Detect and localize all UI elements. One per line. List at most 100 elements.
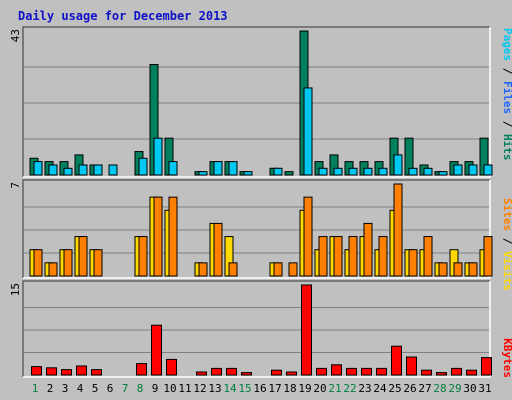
bar-kbytes-day-21 [331, 364, 342, 376]
bar-kbytes-day-1 [31, 366, 42, 376]
bar-files-day-10 [168, 161, 178, 176]
x-tick-label: 18 [283, 382, 296, 395]
bar-sites-day-20 [318, 236, 328, 277]
bar-kbytes-day-8 [136, 363, 147, 376]
bar-files-day-19 [303, 87, 313, 176]
bar-sites-day-27 [423, 236, 433, 277]
x-tick-label: 2 [47, 382, 54, 395]
y-max-label: 43 [9, 29, 22, 42]
bar-kbytes-day-18 [286, 371, 297, 376]
x-tick-label: 6 [107, 382, 114, 395]
bar-sites-day-12 [198, 262, 208, 277]
panel-frame-shadow [22, 26, 490, 177]
bar-files-day-13 [213, 161, 223, 176]
bar-kbytes-day-3 [61, 369, 72, 376]
x-tick-label: 24 [373, 382, 387, 395]
legend-entry: / [501, 114, 512, 134]
x-tick-label: 25 [388, 382, 401, 395]
legend-entry: / [501, 61, 512, 81]
x-tick-label: 31 [478, 382, 491, 395]
bar-kbytes-day-9 [151, 324, 162, 376]
bar-kbytes-day-2 [46, 367, 57, 376]
bar-files-day-5 [93, 164, 103, 176]
bar-kbytes-day-29 [451, 367, 462, 376]
bar-sites-day-23 [363, 222, 373, 277]
x-tick-label: 3 [62, 382, 69, 395]
x-tick-label: 14 [223, 382, 237, 395]
panel-kbytes: 15 KBytes [9, 280, 512, 378]
bar-files-day-22 [348, 167, 358, 176]
x-tick-label: 4 [77, 382, 84, 395]
legend-entry: Hits [501, 134, 512, 161]
x-tick-label: 17 [268, 382, 281, 395]
bar-files-day-24 [378, 167, 388, 176]
bar-files-day-20 [318, 167, 328, 176]
legend-kbytes: KBytes [501, 338, 512, 378]
x-tick-label: 13 [208, 382, 221, 395]
x-tick-label: 7 [122, 382, 129, 395]
bar-kbytes-day-31 [481, 357, 492, 376]
panel-frame [23, 27, 490, 177]
bar-sites-day-30 [468, 262, 478, 277]
bar-sites-day-24 [378, 236, 388, 277]
x-tick-label: 8 [137, 382, 144, 395]
panel-hits-files-pages: 43 Pages / Files / Hits [9, 26, 512, 178]
bar-sites-day-22 [348, 236, 358, 277]
x-tick-label: 20 [313, 382, 326, 395]
x-tick-label: 28 [433, 382, 446, 395]
bar-kbytes-day-5 [91, 369, 102, 376]
bar-kbytes-day-27 [421, 369, 432, 376]
x-tick-label: 21 [328, 382, 341, 395]
bar-sites-day-28 [438, 262, 448, 277]
bar-kbytes-day-4 [76, 365, 87, 376]
bar-files-day-25 [393, 154, 403, 176]
x-tick-label: 12 [193, 382, 206, 395]
bar-sites-day-14 [228, 262, 238, 277]
panel-frame [23, 281, 490, 377]
bar-sites-day-4 [78, 236, 88, 277]
bar-files-day-29 [453, 164, 463, 176]
bar-files-day-2 [48, 164, 58, 176]
bar-sites-day-19 [303, 196, 313, 277]
x-tick-label: 22 [343, 382, 356, 395]
bar-files-day-31 [483, 164, 493, 176]
bar-kbytes-day-20 [316, 367, 327, 376]
bar-files-day-21 [333, 167, 343, 176]
x-tick-label: 23 [358, 382, 371, 395]
bar-files-day-9 [153, 137, 163, 176]
bar-kbytes-day-24 [376, 367, 387, 376]
x-tick-label: 19 [298, 382, 311, 395]
legend-entry: / [501, 231, 512, 251]
bar-files-day-6 [108, 164, 118, 176]
bar-files-day-8 [138, 157, 148, 176]
panel-visits-sites: 7 Sites / Visits [9, 179, 512, 291]
bar-sites-day-21 [333, 236, 343, 277]
bar-files-day-23 [363, 167, 373, 176]
bar-kbytes-day-14 [226, 367, 237, 376]
bar-kbytes-day-22 [346, 367, 357, 376]
bar-kbytes-day-17 [271, 369, 282, 376]
x-tick-label: 9 [152, 382, 159, 395]
bar-sites-day-1 [33, 249, 43, 277]
legend-hits-files-pages: Pages / Files / Hits [501, 28, 512, 161]
bar-files-day-12 [198, 171, 208, 176]
bar-sites-day-9 [153, 196, 163, 277]
bar-sites-day-17 [273, 262, 283, 277]
bar-files-day-30 [468, 164, 478, 176]
legend-entry: Sites [501, 198, 512, 231]
x-tick-label: 11 [178, 382, 191, 395]
bar-files-day-1 [33, 161, 43, 176]
bar-files-day-4 [78, 164, 88, 176]
panel-frame-highlight [23, 281, 491, 378]
panel-frame-shadow [22, 280, 490, 377]
legend-entry: Visits [501, 251, 512, 291]
bar-files-day-14 [228, 161, 238, 176]
y-max-label: 7 [9, 182, 22, 189]
bar-sites-day-31 [483, 236, 493, 277]
panel-frame-shadow [22, 179, 490, 278]
x-tick-label: 5 [92, 382, 99, 395]
y-max-label: 15 [9, 283, 22, 296]
bar-sites-day-5 [93, 249, 103, 277]
legend-entry: Pages [501, 28, 512, 61]
